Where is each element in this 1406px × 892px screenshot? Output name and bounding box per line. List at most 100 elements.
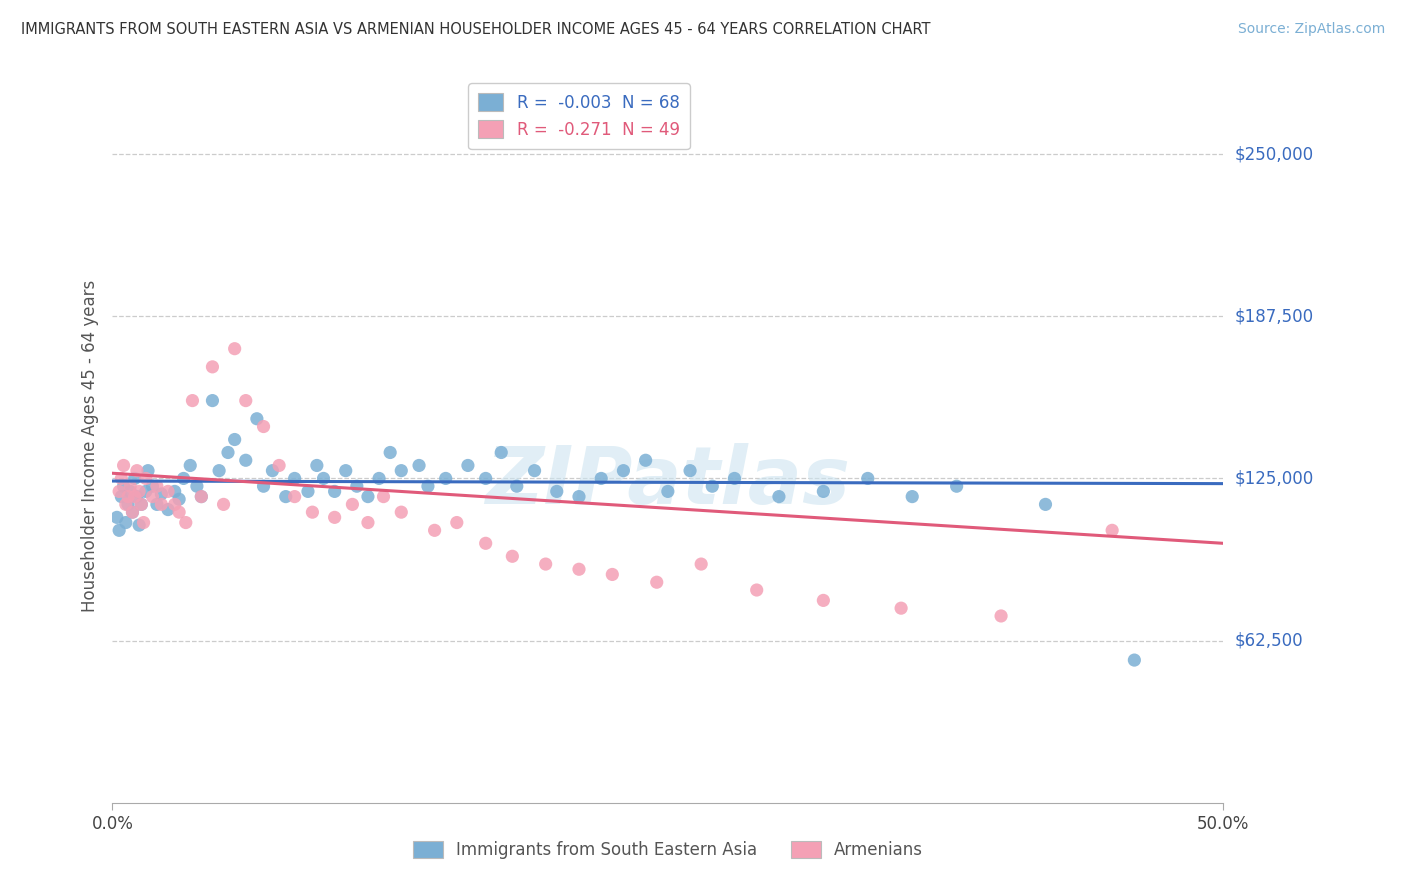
Point bbox=[125, 464, 148, 478]
Point bbox=[408, 458, 430, 473]
Point bbox=[679, 464, 702, 478]
Point bbox=[506, 479, 529, 493]
Point bbox=[342, 497, 364, 511]
Point bbox=[217, 445, 239, 459]
Point bbox=[201, 393, 224, 408]
Point bbox=[163, 484, 186, 499]
Point bbox=[125, 490, 148, 504]
Point bbox=[312, 471, 335, 485]
Point bbox=[146, 497, 169, 511]
Point bbox=[224, 342, 246, 356]
Point bbox=[132, 516, 155, 530]
Point bbox=[167, 505, 190, 519]
Point bbox=[112, 479, 135, 493]
Point bbox=[416, 479, 439, 493]
Point bbox=[274, 490, 297, 504]
Point bbox=[634, 453, 657, 467]
Point bbox=[121, 505, 143, 519]
Point bbox=[284, 471, 307, 485]
Point bbox=[389, 464, 412, 478]
Point bbox=[141, 479, 163, 493]
Point bbox=[179, 458, 201, 473]
Point bbox=[1123, 653, 1146, 667]
Point bbox=[124, 490, 146, 504]
Point bbox=[150, 497, 173, 511]
Point bbox=[745, 582, 768, 597]
Point bbox=[901, 490, 924, 504]
Point bbox=[568, 562, 591, 576]
Point bbox=[157, 502, 180, 516]
Point bbox=[446, 516, 468, 530]
Point bbox=[208, 464, 231, 478]
Point bbox=[128, 518, 150, 533]
Point bbox=[131, 497, 153, 511]
Point bbox=[323, 484, 346, 499]
Point bbox=[235, 453, 257, 467]
Point bbox=[167, 492, 190, 507]
Point bbox=[117, 490, 139, 504]
Point bbox=[305, 458, 328, 473]
Point bbox=[105, 510, 128, 524]
Point bbox=[534, 557, 557, 571]
Text: $125,000: $125,000 bbox=[1234, 469, 1313, 487]
Point bbox=[181, 393, 204, 408]
Point bbox=[120, 484, 142, 499]
Point bbox=[657, 484, 679, 499]
Point bbox=[246, 411, 269, 425]
Point bbox=[120, 479, 142, 493]
Point bbox=[284, 490, 307, 504]
Point bbox=[141, 490, 163, 504]
Text: $62,500: $62,500 bbox=[1234, 632, 1303, 649]
Text: IMMIGRANTS FROM SOUTH EASTERN ASIA VS ARMENIAN HOUSEHOLDER INCOME AGES 45 - 64 Y: IMMIGRANTS FROM SOUTH EASTERN ASIA VS AR… bbox=[21, 22, 931, 37]
Point bbox=[190, 490, 212, 504]
Point bbox=[110, 471, 132, 485]
Point bbox=[474, 536, 496, 550]
Point bbox=[434, 471, 457, 485]
Point bbox=[163, 497, 186, 511]
Point bbox=[297, 484, 319, 499]
Point bbox=[157, 484, 180, 499]
Point bbox=[108, 524, 131, 538]
Point bbox=[1035, 497, 1057, 511]
Point bbox=[224, 433, 246, 447]
Point bbox=[457, 458, 479, 473]
Point bbox=[357, 490, 380, 504]
Point bbox=[602, 567, 624, 582]
Point bbox=[112, 458, 135, 473]
Point bbox=[890, 601, 912, 615]
Point bbox=[945, 479, 967, 493]
Point bbox=[212, 497, 235, 511]
Point bbox=[723, 471, 745, 485]
Point bbox=[591, 471, 613, 485]
Point bbox=[201, 359, 224, 374]
Point bbox=[368, 471, 391, 485]
Point bbox=[262, 464, 284, 478]
Point bbox=[108, 484, 131, 499]
Point bbox=[186, 479, 208, 493]
Point bbox=[489, 445, 512, 459]
Text: Source: ZipAtlas.com: Source: ZipAtlas.com bbox=[1237, 22, 1385, 37]
Point bbox=[121, 505, 143, 519]
Point bbox=[523, 464, 546, 478]
Point bbox=[174, 516, 197, 530]
Point bbox=[813, 593, 835, 607]
Point bbox=[568, 490, 591, 504]
Point bbox=[267, 458, 291, 473]
Point bbox=[423, 524, 446, 538]
Point bbox=[856, 471, 879, 485]
Point bbox=[702, 479, 724, 493]
Point bbox=[131, 497, 153, 511]
Point bbox=[190, 490, 212, 504]
Point bbox=[114, 516, 136, 530]
Text: ZIPatlas: ZIPatlas bbox=[485, 442, 851, 521]
Point bbox=[990, 609, 1012, 624]
Point bbox=[357, 516, 380, 530]
Point bbox=[813, 484, 835, 499]
Point bbox=[150, 487, 173, 501]
Point bbox=[173, 471, 195, 485]
Point bbox=[135, 484, 157, 499]
Point bbox=[124, 471, 146, 485]
Point bbox=[335, 464, 357, 478]
Text: $250,000: $250,000 bbox=[1234, 145, 1313, 163]
Legend: Immigrants from South Eastern Asia, Armenians: Immigrants from South Eastern Asia, Arme… bbox=[406, 834, 929, 866]
